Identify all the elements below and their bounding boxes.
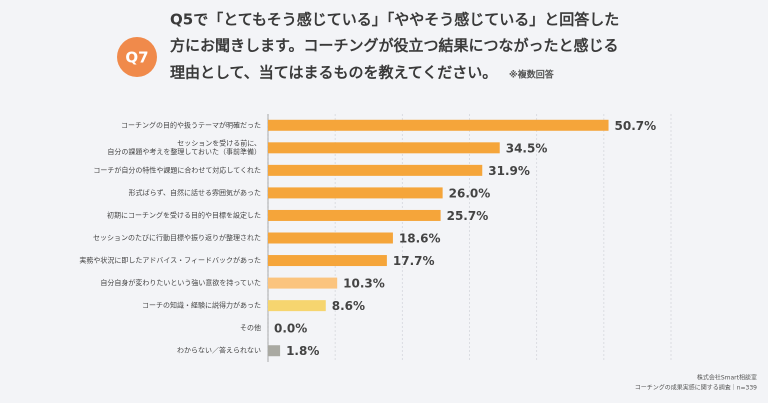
value-label: 50.7%: [615, 119, 657, 133]
bar: [268, 345, 281, 357]
category-label: 実務や状況に即したアドバイス・フィードバックがあった: [79, 256, 261, 265]
bar: [268, 300, 326, 312]
bar: [268, 209, 441, 221]
value-label: 10.3%: [343, 277, 385, 291]
title-line: 理由として、当てはまるものを教えてください。: [170, 64, 497, 82]
value-label: 34.5%: [506, 141, 548, 155]
bar: [268, 142, 500, 154]
value-label: 18.6%: [399, 232, 441, 246]
category-label: コーチの知識・経験に説得力があった: [142, 301, 261, 310]
value-label: 17.7%: [393, 254, 435, 268]
category-label: 形式ばらず、自然に話せる雰囲気があった: [129, 188, 261, 197]
bar: [268, 255, 387, 267]
value-label: 1.8%: [286, 344, 319, 358]
category-label: コーチングの目的や扱うテーマが明確だった: [121, 120, 261, 129]
note: ※複数回答: [509, 69, 555, 81]
category-label: 初期にコーチングを受ける目的や目標を設定した: [107, 210, 261, 219]
category-label: コーチが自分の特性や課題に合わせて対応してくれた: [93, 165, 261, 174]
bar: [268, 119, 609, 131]
value-label: 25.7%: [447, 209, 489, 223]
category-label: 自分自身が変わりたいという強い意欲を持っていた: [100, 278, 261, 287]
badge-circle: [117, 37, 157, 77]
bar: [268, 232, 393, 244]
category-label: わからない／答えられない: [177, 346, 261, 355]
value-label: 26.0%: [449, 186, 491, 200]
category-label: その他: [240, 323, 261, 332]
category-label: セッションのたびに行動目標や振り返りが整理された: [93, 233, 261, 242]
bar: [268, 164, 483, 176]
category-label: セッションを受ける前に、: [177, 139, 261, 148]
category-label: 自分の課題や考えを整理しておいた（事前準備）: [107, 147, 261, 156]
source: コーチングの成果実感に関する調査｜n=339: [635, 384, 757, 392]
badge: Q7: [125, 49, 148, 67]
title-line: Q5で「とてもそう感じている」「ややそう感じている」と回答した: [170, 11, 619, 29]
value-label: 0.0%: [274, 322, 307, 336]
source: 株式会社Smart相談室: [697, 374, 757, 382]
value-label: 8.6%: [332, 299, 365, 313]
bar: [268, 277, 338, 289]
value-label: 31.9%: [488, 164, 530, 178]
bar: [268, 187, 443, 199]
title-line: 方にお聞きします。コーチングが役立つ結果につながったと感じる: [170, 37, 619, 55]
